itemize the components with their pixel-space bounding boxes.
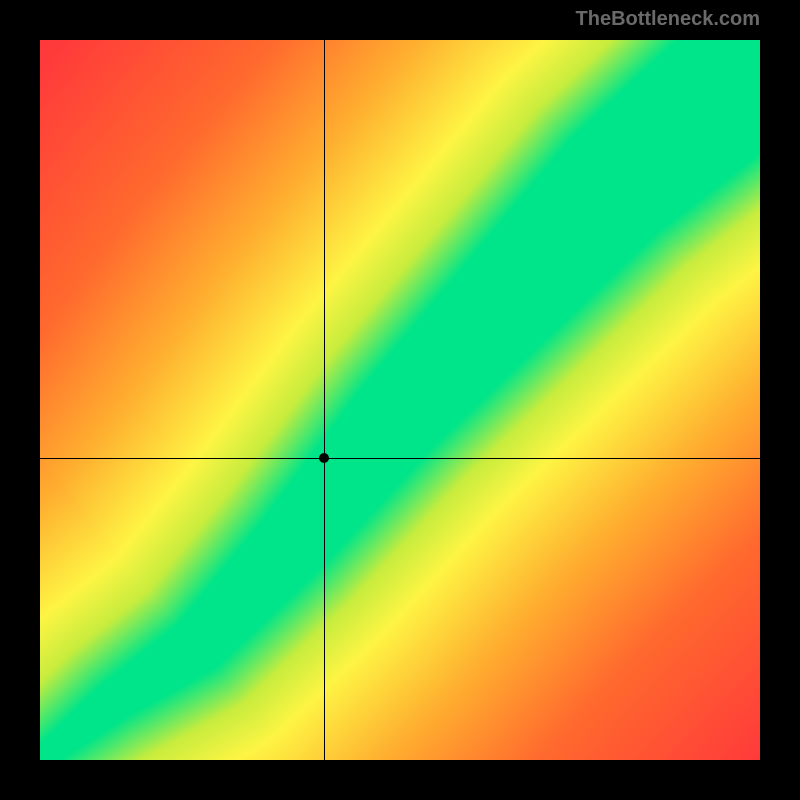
crosshair-marker — [319, 453, 329, 463]
crosshair-vertical — [324, 40, 325, 760]
heatmap-canvas — [40, 40, 760, 760]
crosshair-horizontal — [40, 458, 760, 459]
watermark-text: TheBottleneck.com — [576, 8, 760, 31]
plot-area — [40, 40, 760, 760]
